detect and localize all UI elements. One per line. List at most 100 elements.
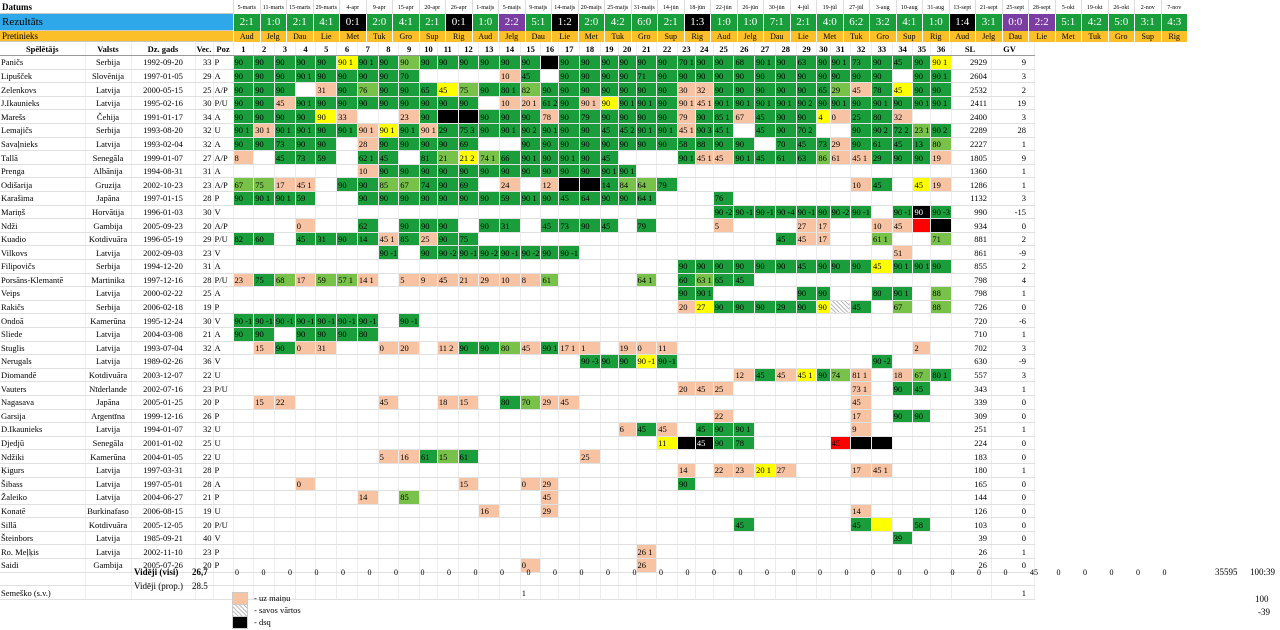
- table-row[interactable]: Žaleiko Latvija 2004-06-27 21 P 14 85 45 144 0: [0, 490, 1036, 505]
- date-cell: 31-maijs: [630, 0, 658, 14]
- player-dob: 2006-02-18: [131, 300, 196, 315]
- table-row[interactable]: Vauters Nīderlande 2002-07-16 23 P/U 20 45 25 73…: [0, 381, 1036, 396]
- table-row[interactable]: Lemajičs Serbija 1993-08-20 32 U 90 1 30 1 90 1…: [0, 123, 1036, 138]
- match-cell: [579, 205, 601, 220]
- table-row[interactable]: Saidi Gambija 2005-07-26 20 P 0 26 26 0: [0, 558, 1036, 573]
- date-cell: 26-apr: [445, 0, 472, 14]
- table-row[interactable]: D.Ikaunieks Latvija 1994-01-07 32 U 6 45 45 45 90…: [0, 422, 1036, 437]
- table-row[interactable]: Nagasava Japāna 2005-01-25 20 P 15 22 45 18 15 80 7…: [0, 395, 1036, 410]
- match-cell: [357, 409, 379, 424]
- table-row[interactable]: Diomandē Kotdivuāra 2003-12-07 22 U 12 45 45 45 …: [0, 368, 1036, 383]
- match-cell: [558, 531, 581, 546]
- match-cell: 73: [816, 137, 831, 152]
- match-cell: 90: [419, 245, 438, 260]
- match-cell: [253, 544, 275, 560]
- match-cell: 10: [499, 69, 521, 84]
- match-cell: [816, 504, 831, 519]
- table-row[interactable]: Marešs Čehija 1991-01-17 34 A 90 90 90 90 90 33 23 9…: [0, 109, 1036, 125]
- date-cell: 25-maijs: [604, 0, 631, 14]
- player-name: Konatē: [0, 504, 86, 519]
- table-row[interactable]: Semeško (s.v.) 1 1: [0, 585, 1036, 600]
- player-gv: 0: [991, 395, 1036, 410]
- col-match-number: 27: [754, 42, 776, 57]
- player-sl: 1132: [951, 191, 993, 206]
- player-sl: 881: [951, 232, 993, 247]
- match-cell: [796, 544, 818, 560]
- match-cell: 90: [437, 191, 459, 206]
- match-cell: [419, 558, 438, 573]
- table-row[interactable]: Ondoā Kamerūna 1995-12-24 30 V 90 -1 90 -1 90 -…: [0, 313, 1036, 328]
- table-row[interactable]: Vilkovs Latvija 2002-09-03 23 V 90 -1 90 90 -2 9…: [0, 245, 1036, 260]
- table-row[interactable]: Kuadio Kotdivuāra 1996-05-19 29 P/U 82 60 45 31 9…: [0, 232, 1036, 247]
- match-cell: 90: [499, 55, 521, 70]
- table-row[interactable]: Ndži Gambija 2005-09-23 20 A/P 0 62 90 90 90 90 31 4…: [0, 218, 1036, 233]
- table-row[interactable]: Prenga Albānija 1994-08-31 31 A 10 90 90 90 90 90 9…: [0, 164, 1036, 179]
- match-cell: [930, 191, 953, 206]
- match-cell: [733, 191, 756, 206]
- player-age: 30: [195, 313, 214, 328]
- table-row[interactable]: Sliede Latvija 2004-03-08 21 A 90 90 90 90 90 80 71…: [0, 327, 1036, 342]
- match-cell: 10: [499, 96, 521, 111]
- table-row[interactable]: Porsāns-Klemantē Martinika 1997-12-16 28 P/U…: [0, 273, 1036, 288]
- table-row[interactable]: [0, 572, 1036, 587]
- match-cell: 90: [912, 150, 932, 165]
- match-cell: [871, 436, 893, 451]
- match-cell: 90: [540, 164, 560, 179]
- match-cell: [478, 69, 501, 84]
- match-cell: 90: [713, 436, 735, 451]
- table-row[interactable]: Konatē Burkinafaso 2006-08-15 19 U 16 29 14 126 0: [0, 504, 1036, 519]
- match-cell: [478, 205, 501, 220]
- table-row[interactable]: Lipušček Slovēnija 1997-01-05 29 A 90 90 90 90 1…: [0, 69, 1036, 84]
- table-row[interactable]: Karašima Japāna 1997-01-15 28 P 90 90 1 90 1 59 9…: [0, 191, 1036, 206]
- match-cell: [398, 422, 420, 437]
- match-cell: 59: [315, 150, 338, 165]
- match-cell: 90: [540, 245, 560, 260]
- match-cell: [796, 164, 818, 179]
- table-row[interactable]: Ķigurs Latvija 1997-03-31 28 P 14 22 23 20 1 27 17…: [0, 463, 1036, 478]
- match-cell: [499, 436, 521, 451]
- match-cell: 90: [677, 259, 696, 274]
- table-row[interactable]: Rakičs Serbija 2006-02-18 19 P 20 27 90 90 90 29 90…: [0, 300, 1036, 315]
- table-row[interactable]: Zelenkovs Latvija 2000-05-15 25 A/P 90 90 90 31 9…: [0, 82, 1036, 97]
- table-row[interactable]: J.Ikaunieks Latvija 1995-02-16 30 P/U 90 90 45 9…: [0, 96, 1036, 111]
- match-cell: [636, 150, 658, 165]
- match-cell: [754, 477, 776, 492]
- table-row[interactable]: Savaļnieks Latvija 1993-02-04 32 A 90 90 73 90 90…: [0, 137, 1036, 152]
- table-row[interactable]: Filipovičs Serbija 1994-12-20 31 A 90 90 90 90 90…: [0, 259, 1036, 274]
- match-cell: 90: [775, 69, 797, 84]
- table-row[interactable]: Djedjū Senegāla 2001-01-02 25 U 11 45 90 78 45 224…: [0, 436, 1036, 451]
- match-cell: [579, 273, 601, 288]
- match-cell: 90: [695, 69, 714, 84]
- match-cell: 19: [930, 150, 953, 165]
- match-cell: [636, 205, 658, 220]
- col-match-number: 24: [695, 42, 714, 57]
- match-cell: [775, 449, 797, 464]
- table-row[interactable]: Ndžiki Kamerūna 2004-01-05 22 U 5 16 61 15 61 25 18…: [0, 449, 1036, 464]
- table-row[interactable]: Stuglis Latvija 1993-07-04 32 A 15 90 0 31 0 20 11 …: [0, 341, 1036, 356]
- table-row[interactable]: Šteinbors Latvija 1985-09-21 40 V 39 39 0: [0, 531, 1036, 546]
- match-cell: [579, 544, 601, 560]
- match-cell: [600, 449, 619, 464]
- player-pos: A: [213, 341, 234, 356]
- player-age: 20: [195, 558, 214, 573]
- table-row[interactable]: Nerugals Latvija 1989-02-26 36 V 90 -3 90 90 90 …: [0, 354, 1036, 369]
- match-cell: 45: [775, 232, 797, 247]
- match-cell: [850, 585, 872, 600]
- table-row[interactable]: Ro. Meļķis Latvija 2002-11-10 23 P 26 1 26 1: [0, 544, 1036, 560]
- date-cell: 28-sept: [1028, 0, 1055, 14]
- table-row[interactable]: Šibass Latvija 1997-05-01 28 A 0 15 0 29 90 165 0: [0, 477, 1036, 492]
- match-cell: [295, 463, 317, 478]
- table-row[interactable]: Sillā Kotdivuāra 2005-12-05 20 P/U 45 45 58 103 0: [0, 517, 1036, 532]
- match-cell: [677, 572, 696, 587]
- table-row[interactable]: Veips Latvija 2000-02-22 25 A 90 90 1 90 90 80 90 …: [0, 286, 1036, 301]
- match-cell: 90 1: [357, 55, 379, 70]
- table-row[interactable]: Paničs Serbija 1992-09-20 33 P 90 90 90 90 90 90 1…: [0, 55, 1036, 70]
- avg-col-value: 0: [738, 568, 743, 577]
- match-cell: 90 -2: [478, 245, 501, 260]
- table-row[interactable]: Odišarija Gruzija 2002-10-23 23 A/P 67 75 17 45 …: [0, 177, 1036, 193]
- table-row[interactable]: Mariņš Horvātija 1996-01-03 30 V 90 -2 90 -1 90…: [0, 205, 1036, 220]
- match-cell: [478, 300, 501, 315]
- table-row[interactable]: Garsija Argentīna 1999-12-16 26 P 22 17 90 90 309…: [0, 409, 1036, 424]
- match-cell: [656, 544, 678, 560]
